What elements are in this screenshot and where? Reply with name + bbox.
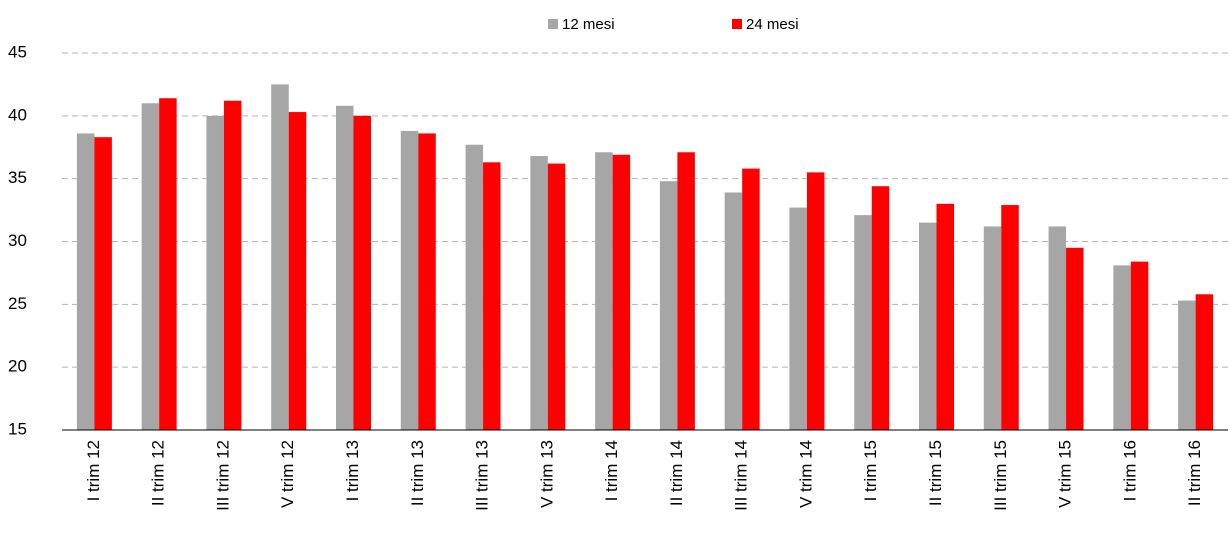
bar: [353, 115, 371, 430]
bar: [418, 133, 436, 430]
bar: [659, 181, 678, 430]
bar: [547, 163, 566, 430]
bar: [871, 186, 890, 430]
x-tick-label: II trim 15: [926, 440, 945, 506]
x-tick-label: I trim 15: [861, 440, 880, 501]
bar: [1066, 247, 1084, 430]
x-tick-label: II trim 16: [1185, 440, 1204, 506]
bar: [483, 162, 501, 430]
bar: [1113, 265, 1131, 430]
legend-swatch: [548, 19, 558, 29]
bar: [854, 215, 872, 430]
x-tick-label: II trim 13: [408, 440, 427, 506]
y-tick-label: 45: [8, 42, 27, 61]
bar: [983, 226, 1002, 430]
legend-label: 24 mesi: [746, 16, 799, 33]
x-tick-label: I trim 12: [84, 440, 103, 501]
bar: [76, 133, 95, 430]
bar: [530, 156, 548, 430]
bar: [336, 105, 354, 430]
bar: [206, 115, 224, 430]
bar: [94, 137, 112, 431]
bar: [1130, 261, 1149, 430]
x-tick-label: V trim 12: [278, 440, 297, 508]
bar: [400, 130, 419, 430]
x-tick-label: III trim 12: [213, 440, 232, 511]
y-tick-label: 20: [8, 357, 27, 376]
bar: [288, 112, 307, 431]
bar: [1001, 205, 1019, 430]
bar: [789, 207, 807, 430]
bar: [1178, 300, 1196, 430]
bar: [936, 203, 954, 430]
x-tick-label: V trim 13: [537, 440, 556, 508]
bar: [806, 172, 825, 430]
bar: [271, 84, 289, 431]
bar: [159, 98, 177, 431]
bar: [141, 103, 160, 431]
bar: [919, 222, 937, 430]
y-tick-label: 15: [8, 419, 27, 438]
bar: [677, 152, 695, 430]
x-tick-label: I trim 16: [1120, 440, 1139, 501]
bar: [1048, 226, 1067, 430]
y-tick-label: 35: [8, 168, 27, 187]
x-tick-label: I trim 13: [343, 440, 362, 501]
y-tick-label: 40: [8, 105, 27, 124]
y-tick-label: 30: [8, 231, 27, 250]
x-tick-label: III trim 14: [732, 440, 751, 511]
bar: [465, 144, 484, 430]
bar: [223, 100, 242, 431]
y-tick-label: 25: [8, 294, 27, 313]
x-tick-label: III trim 13: [473, 440, 492, 511]
x-tick-label: II trim 14: [667, 440, 686, 506]
bar: [724, 192, 743, 430]
bar: [1195, 294, 1214, 430]
legend-swatch: [732, 19, 742, 29]
x-tick-label: III trim 15: [991, 440, 1010, 511]
x-tick-label: V trim 14: [796, 440, 815, 508]
x-tick-label: I trim 14: [602, 440, 621, 501]
bar: [742, 168, 760, 430]
bar: [595, 152, 613, 430]
legend-label: 12 mesi: [562, 16, 615, 33]
x-tick-label: II trim 12: [149, 440, 168, 506]
bar: [612, 154, 631, 431]
x-tick-label: V trim 15: [1056, 440, 1075, 508]
